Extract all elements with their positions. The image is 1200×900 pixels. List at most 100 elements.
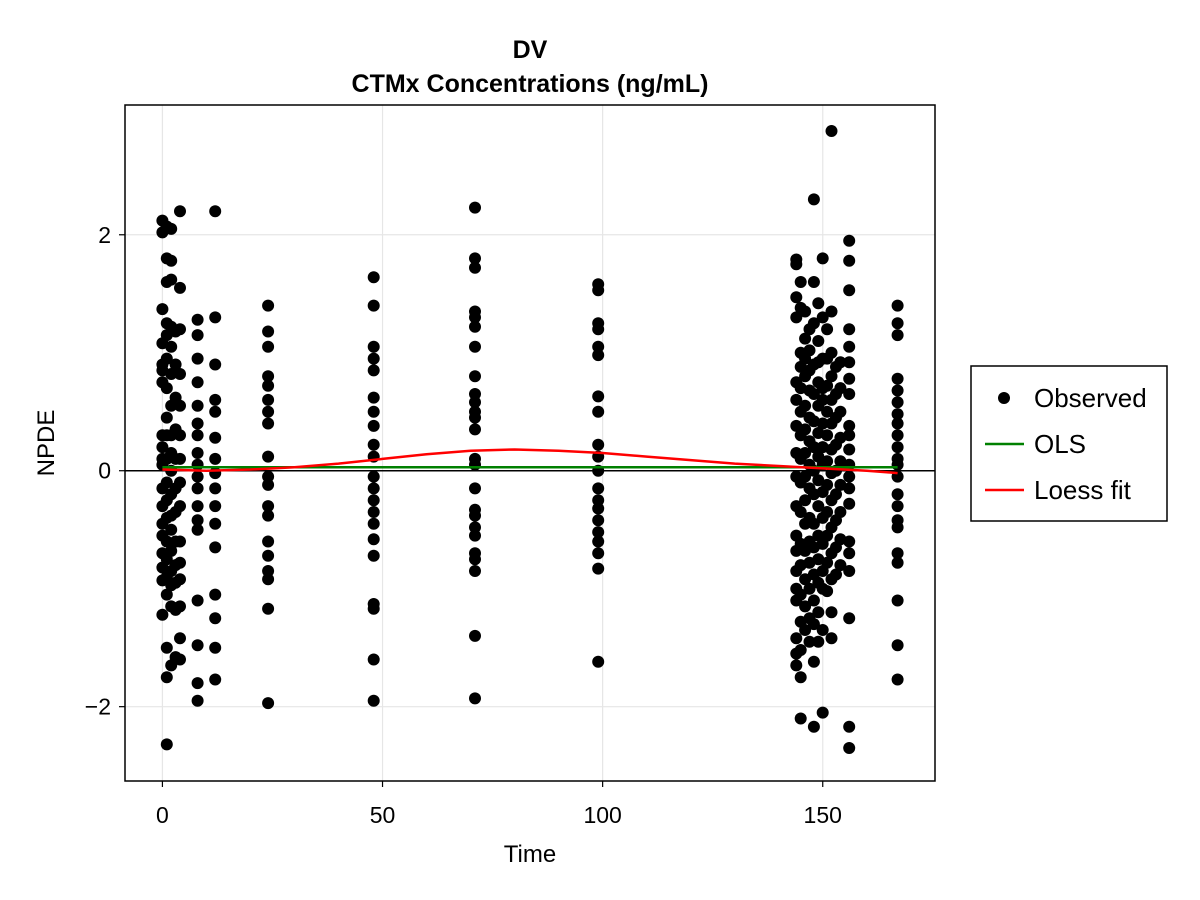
observed-point [262, 535, 275, 548]
observed-point [262, 379, 275, 392]
observed-point [830, 568, 842, 581]
observed-point [812, 606, 825, 619]
observed-point [891, 384, 904, 397]
observed-point [262, 470, 275, 483]
observed-points [156, 125, 904, 754]
observed-point [807, 594, 820, 607]
observed-point [262, 299, 275, 312]
observed-point [843, 429, 856, 442]
observed-point [262, 370, 275, 383]
legend-observed-marker [998, 392, 1010, 404]
observed-point [592, 494, 605, 507]
observed-point [812, 335, 825, 347]
observed-point [812, 474, 825, 487]
observed-point [160, 535, 173, 548]
observed-point [794, 276, 807, 288]
observed-point [807, 388, 820, 400]
observed-point [191, 417, 204, 430]
observed-point [174, 281, 186, 294]
observed-point [821, 429, 834, 442]
observed-point [799, 573, 812, 586]
observed-point [891, 521, 904, 534]
observed-point [209, 405, 222, 418]
observed-point [262, 602, 275, 615]
observed-point [825, 125, 838, 137]
observed-point [843, 419, 856, 432]
observed-point [592, 526, 605, 539]
observed-point [812, 297, 825, 310]
observed-point [191, 677, 204, 690]
observed-point [807, 317, 820, 330]
observed-point [160, 476, 173, 489]
observed-point [816, 706, 829, 719]
observed-point [592, 390, 605, 403]
observed-point [469, 521, 481, 534]
observed-point [891, 673, 904, 686]
observed-point [825, 606, 838, 619]
observed-point [592, 349, 605, 362]
observed-point [367, 533, 380, 546]
observed-point [262, 478, 275, 491]
observed-point [843, 547, 856, 560]
observed-point [891, 396, 904, 409]
observed-point [262, 549, 275, 562]
observed-point [191, 523, 204, 536]
observed-point [367, 494, 380, 507]
observed-point [367, 653, 380, 666]
observed-point [843, 323, 856, 336]
observed-point [191, 376, 204, 389]
observed-point [191, 639, 204, 652]
observed-point [469, 311, 481, 324]
observed-point [165, 254, 178, 267]
observed-point [469, 340, 481, 353]
observed-point [174, 535, 186, 548]
observed-point [209, 311, 222, 324]
observed-point [174, 556, 186, 569]
observed-point [367, 438, 380, 451]
observed-point [469, 201, 481, 214]
observed-point [156, 608, 169, 621]
observed-point [469, 388, 481, 400]
observed-point [469, 423, 481, 436]
observed-point [843, 234, 856, 247]
observed-point [821, 556, 834, 569]
observed-point [891, 500, 904, 513]
observed-point [191, 352, 204, 365]
observed-point [843, 482, 856, 495]
observed-point [469, 529, 481, 542]
observed-point [262, 393, 275, 406]
plot-frame [124, 104, 936, 782]
legend-observed-label: Observed [1034, 383, 1147, 413]
observed-point [821, 455, 834, 468]
observed-point [469, 370, 481, 383]
observed-point [169, 358, 182, 371]
observed-point [191, 482, 204, 495]
observed-point [367, 391, 380, 404]
observed-point [843, 497, 856, 510]
chart-title: DV [513, 36, 548, 64]
observed-point [160, 411, 173, 424]
observed-point [209, 500, 222, 513]
observed-point [794, 671, 807, 684]
observed-point [812, 500, 825, 513]
observed-point [165, 273, 178, 286]
observed-point [834, 356, 847, 369]
observed-point [165, 340, 178, 353]
observed-point [803, 635, 816, 648]
observed-point [174, 500, 186, 513]
observed-point [262, 450, 275, 463]
observed-point [367, 299, 380, 312]
observed-point [174, 399, 186, 412]
observed-point [816, 417, 829, 430]
observed-point [834, 559, 847, 572]
observed-point [262, 509, 275, 522]
observed-point [843, 284, 856, 297]
observed-point [174, 476, 186, 489]
observed-point [174, 452, 186, 465]
observed-point [843, 470, 856, 483]
observed-point [592, 562, 605, 575]
observed-point [191, 313, 204, 326]
observed-point [794, 506, 807, 518]
observed-point [174, 205, 186, 218]
observed-point [803, 344, 816, 357]
